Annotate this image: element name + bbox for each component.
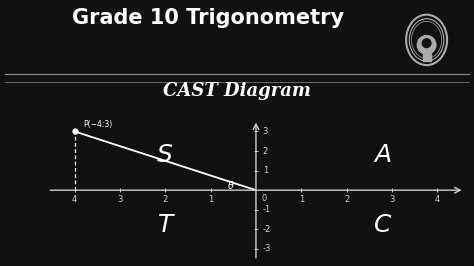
- Text: CAST Diagram: CAST Diagram: [163, 82, 311, 101]
- Text: 1: 1: [299, 195, 304, 204]
- Text: 2: 2: [263, 147, 268, 156]
- Text: C: C: [374, 213, 392, 238]
- Circle shape: [422, 39, 431, 48]
- Text: 2: 2: [163, 195, 168, 204]
- Text: 3: 3: [263, 127, 268, 136]
- Text: P(−4:3): P(−4:3): [84, 119, 113, 128]
- Text: 1: 1: [263, 166, 268, 175]
- Text: -2: -2: [263, 225, 271, 234]
- Text: Grade 10 Trigonometry: Grade 10 Trigonometry: [73, 8, 345, 28]
- Text: 1: 1: [208, 195, 213, 204]
- Text: 2: 2: [344, 195, 349, 204]
- Circle shape: [417, 36, 436, 54]
- Text: 4: 4: [435, 195, 440, 204]
- Text: -1: -1: [263, 205, 271, 214]
- Text: 0: 0: [261, 194, 267, 203]
- Text: T: T: [158, 213, 173, 238]
- Text: θ: θ: [228, 181, 234, 191]
- Text: 4: 4: [72, 195, 77, 204]
- Text: 3: 3: [389, 195, 395, 204]
- Text: -3: -3: [263, 244, 271, 253]
- Text: A: A: [374, 143, 392, 167]
- Text: S: S: [157, 143, 173, 167]
- Text: 3: 3: [117, 195, 123, 204]
- FancyBboxPatch shape: [423, 48, 430, 61]
